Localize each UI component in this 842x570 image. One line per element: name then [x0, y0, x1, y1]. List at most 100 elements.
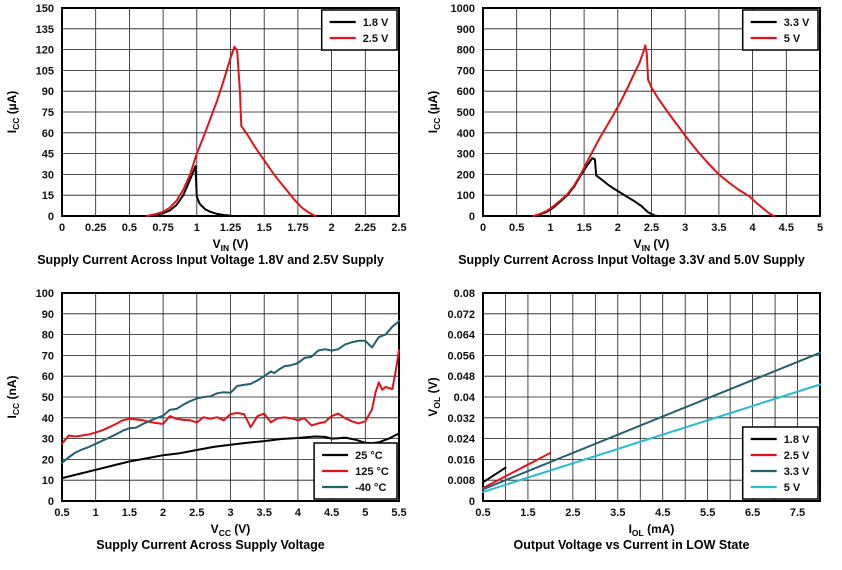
svg-text:7.5: 7.5	[790, 507, 805, 519]
y-axis-label: VOL (V)	[426, 377, 442, 416]
x-axis-label: IOL (mA)	[629, 522, 675, 538]
svg-text:600: 600	[457, 86, 475, 98]
tick-labels: 0 0.5 1 1.5 2 2.5 3 3.5 4 4.5 5 0 100 200 300 400 500 600…	[451, 3, 824, 234]
svg-text:0.5: 0.5	[122, 222, 137, 234]
x-axis-label: VIN (V)	[634, 237, 670, 253]
svg-text:15: 15	[42, 190, 54, 202]
svg-text:2.5: 2.5	[189, 507, 204, 519]
svg-text:90: 90	[42, 309, 54, 321]
y-axis-label: ICC (µA)	[5, 91, 21, 134]
svg-text:4: 4	[750, 222, 757, 234]
svg-text:50: 50	[42, 392, 54, 404]
legend-label: 25 °C	[355, 450, 383, 462]
svg-text:0.016: 0.016	[447, 454, 475, 466]
chart-cell-supply-current-vin-1v8-2v5: 0 0.25 0.5 0.75 1 1.25 1.5 1.75 2 2.25 2.5 0 15 30 45 6…	[0, 0, 421, 285]
svg-text:0.75: 0.75	[152, 222, 173, 234]
svg-text:0: 0	[48, 211, 54, 223]
svg-text:0: 0	[469, 211, 475, 223]
chart-cell-supply-current-vin-3v3-5v: 0 0.5 1 1.5 2 2.5 3 3.5 4 4.5 5 0 100 200 300 400 500 600…	[421, 0, 842, 285]
series-line-125C	[61, 349, 400, 445]
legend-label: 5 V	[784, 33, 801, 45]
legend-label: 2.5 V	[363, 33, 389, 45]
legend-label: 125 °C	[355, 466, 389, 478]
svg-text:0: 0	[48, 496, 54, 508]
svg-text:2.5: 2.5	[644, 222, 659, 234]
svg-text:2.25: 2.25	[355, 222, 376, 234]
svg-text:60: 60	[42, 128, 54, 140]
svg-text:1.5: 1.5	[257, 222, 272, 234]
svg-text:100: 100	[457, 190, 475, 202]
svg-text:1.75: 1.75	[287, 222, 308, 234]
svg-text:75: 75	[42, 107, 54, 119]
legend-label: 3.3 V	[784, 17, 810, 29]
svg-text:700: 700	[457, 65, 475, 77]
legend-label: -40 °C	[355, 482, 386, 494]
legend-label: 2.5 V	[784, 450, 810, 462]
svg-text:0: 0	[469, 496, 475, 508]
svg-text:0.008: 0.008	[447, 475, 475, 487]
svg-text:1.5: 1.5	[520, 507, 535, 519]
svg-text:0.072: 0.072	[447, 309, 475, 321]
svg-text:3.5: 3.5	[257, 507, 272, 519]
svg-text:2.5: 2.5	[565, 507, 580, 519]
svg-text:90: 90	[42, 86, 54, 98]
svg-text:30: 30	[42, 434, 54, 446]
x-axis-label: VIN (V)	[213, 237, 249, 253]
svg-text:3: 3	[227, 507, 233, 519]
plot-supply-current-vin-1v8-2v5: 0 0.25 0.5 0.75 1 1.25 1.5 1.75 2 2.25 2.5 0 15 30 45 6…	[5, 3, 407, 253]
svg-text:2: 2	[329, 222, 335, 234]
tick-labels: 0 0.25 0.5 0.75 1 1.25 1.5 1.75 2 2.25 2.5 0 15 30 45 6…	[36, 3, 407, 234]
svg-text:6.5: 6.5	[745, 507, 760, 519]
svg-text:200: 200	[457, 169, 475, 181]
svg-text:5.5: 5.5	[391, 507, 406, 519]
svg-text:2: 2	[615, 222, 621, 234]
svg-text:4.5: 4.5	[779, 222, 794, 234]
legend-label: 1.8 V	[363, 17, 389, 29]
svg-text:0.056: 0.056	[447, 350, 475, 362]
legend-label: 1.8 V	[784, 434, 810, 446]
svg-text:0: 0	[59, 222, 65, 234]
x-axis-label: VCC (V)	[211, 522, 251, 538]
legend-label: 5 V	[784, 482, 801, 494]
svg-text:0.5: 0.5	[509, 222, 524, 234]
svg-text:2.5: 2.5	[391, 222, 406, 234]
svg-text:2: 2	[160, 507, 166, 519]
svg-text:500: 500	[457, 107, 475, 119]
series-line-2.5V	[482, 451, 552, 489]
y-axis-label: ICC (µA)	[426, 91, 442, 134]
svg-text:4.5: 4.5	[324, 507, 339, 519]
svg-text:0.048: 0.048	[447, 371, 475, 383]
plot-border	[61, 292, 400, 502]
series-line--40C	[61, 320, 400, 464]
svg-text:4: 4	[295, 507, 302, 519]
legend-label: 3.3 V	[784, 466, 810, 478]
legend: 3.3 V 5 V	[741, 9, 819, 51]
svg-text:30: 30	[42, 169, 54, 181]
svg-text:5.5: 5.5	[700, 507, 715, 519]
chart-title: Supply Current Across Input Voltage 3.3V…	[458, 253, 805, 267]
svg-text:5: 5	[817, 222, 823, 234]
series-line-2.5V	[145, 45, 317, 217]
chart-title: Supply Current Across Supply Voltage	[96, 538, 325, 552]
legend: 1.8 V 2.5 V 3.3 V 5 V	[741, 426, 819, 500]
y-axis-label: ICC (nA)	[5, 376, 21, 419]
svg-text:105: 105	[36, 65, 54, 77]
svg-text:400: 400	[457, 128, 475, 140]
plot-border	[482, 292, 821, 502]
svg-text:3.5: 3.5	[610, 507, 625, 519]
svg-text:0.032: 0.032	[447, 413, 475, 425]
svg-text:40: 40	[42, 413, 54, 425]
svg-text:3.5: 3.5	[711, 222, 726, 234]
series-line-1.8V	[145, 165, 235, 217]
plot-supply-current-vcc: 0.5 1 1.5 2 2.5 3 3.5 4 4.5 5 5.5 0 10 20 30 40 50 60 70 80…	[5, 288, 407, 538]
svg-text:300: 300	[457, 149, 475, 161]
chart-cell-supply-current-vcc: 0.5 1 1.5 2 2.5 3 3.5 4 4.5 5 5.5 0 10 20 30 40 50 60 70 80…	[0, 285, 421, 570]
chart-title: Supply Current Across Input Voltage 1.8V…	[37, 253, 384, 267]
svg-text:10: 10	[42, 475, 54, 487]
chart-title: Output Voltage vs Current in LOW State	[513, 538, 750, 552]
svg-text:1000: 1000	[451, 3, 475, 15]
svg-text:900: 900	[457, 24, 475, 36]
svg-text:150: 150	[36, 3, 54, 15]
